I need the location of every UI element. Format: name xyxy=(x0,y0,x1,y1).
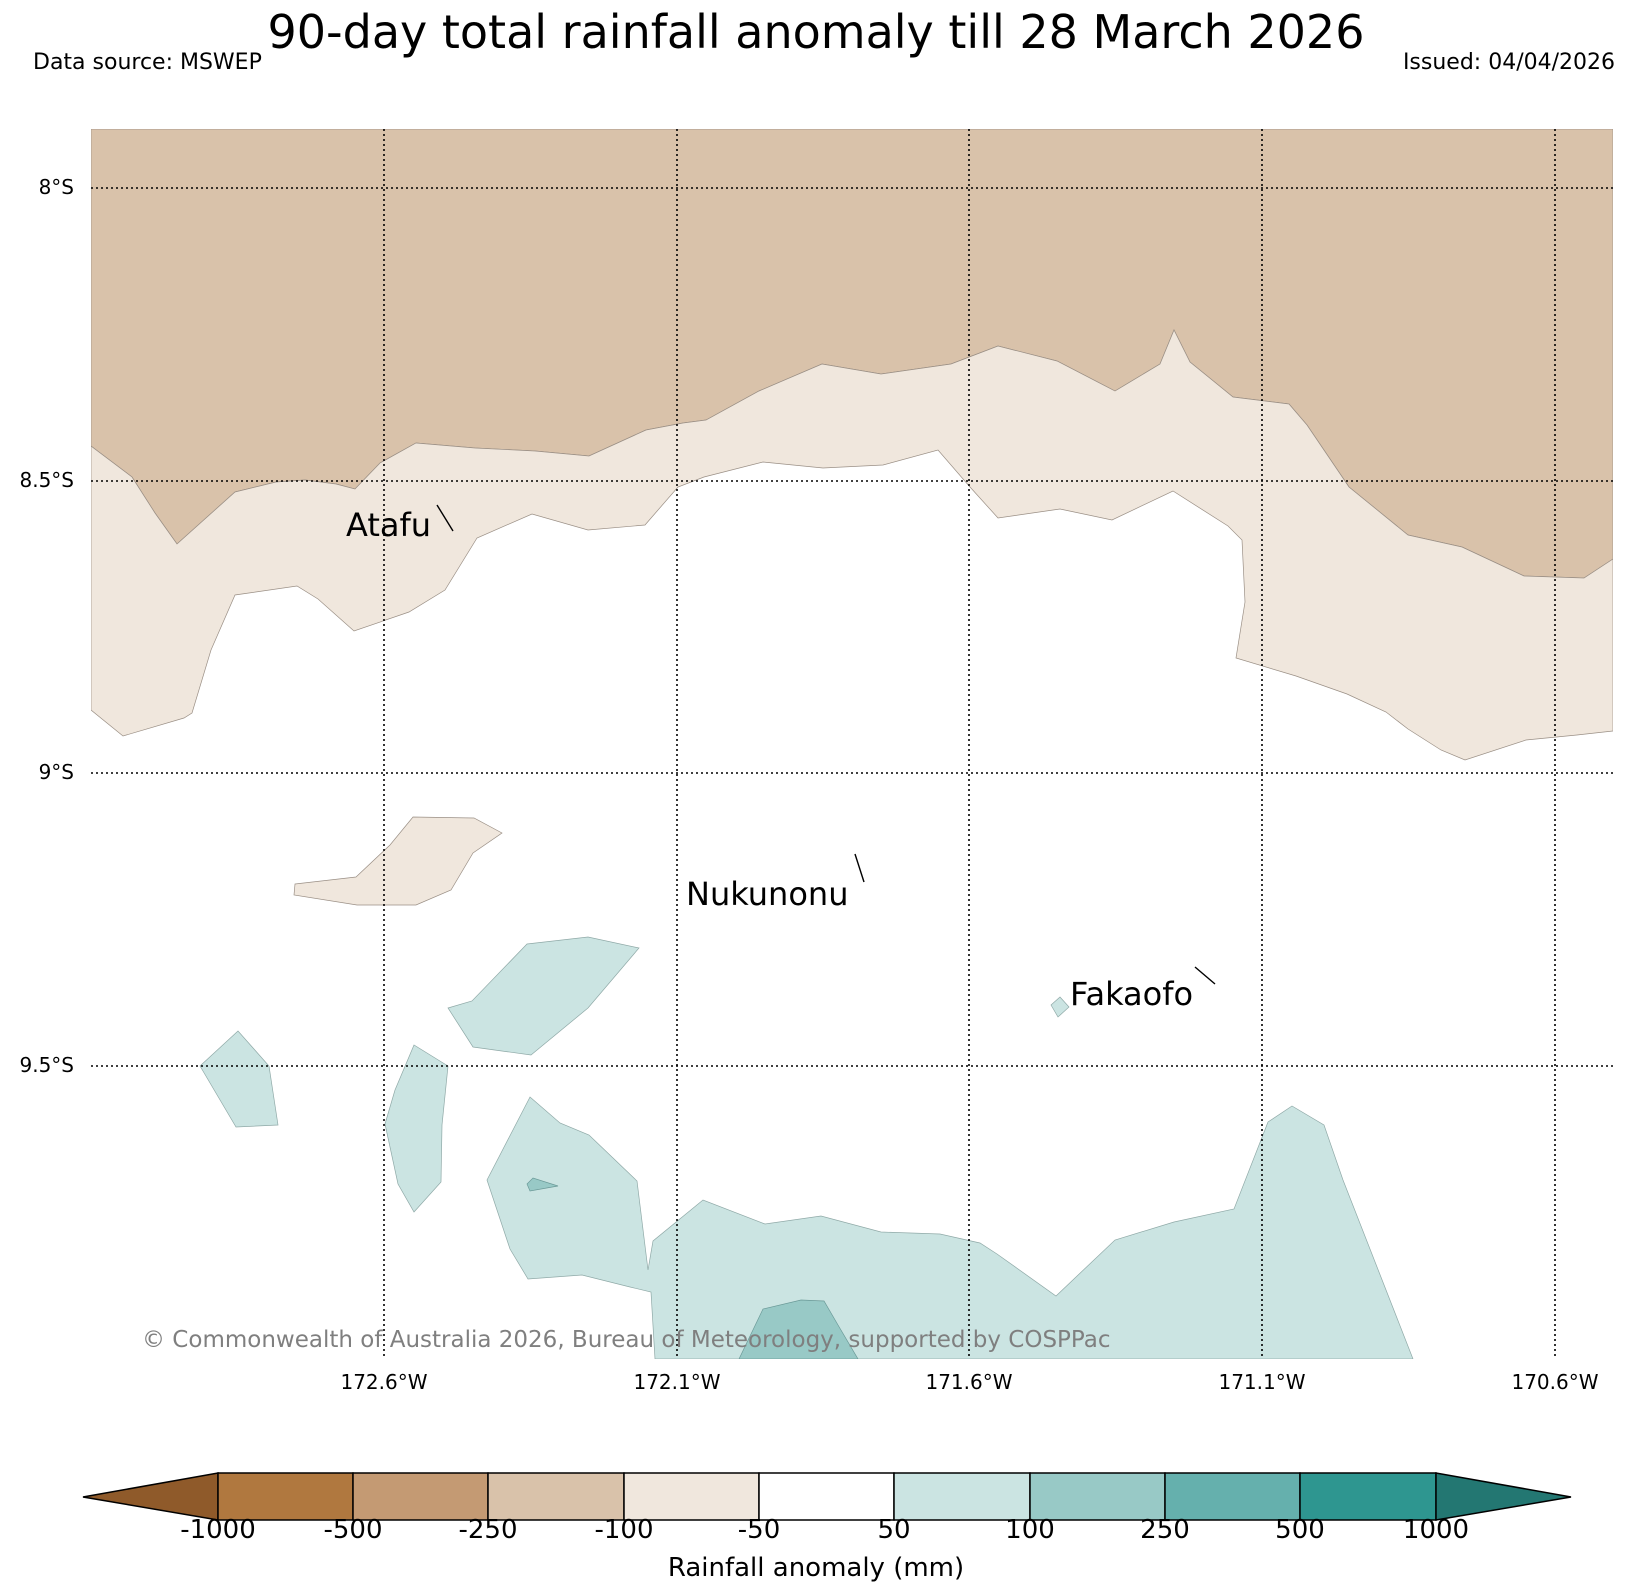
lon-label: 171.1°W xyxy=(1218,1370,1306,1394)
colorbar-tick-label: -1000 xyxy=(180,1515,256,1545)
colorbar-tick-label: -50 xyxy=(737,1515,781,1545)
colorbar-bin xyxy=(352,1472,489,1521)
colorbar-title: Rainfall anomaly (mm) xyxy=(667,1553,965,1583)
lat-label: 9°S xyxy=(38,760,74,784)
anomaly-blob-p100-p250 xyxy=(526,1177,559,1192)
colorbar-bin xyxy=(893,1472,1031,1521)
data-source: Data source: MSWEP xyxy=(33,50,262,75)
fakaofo-marker xyxy=(1194,966,1216,985)
atafu-marker xyxy=(436,504,454,532)
copyright-notice: © Commonwealth of Australia 2026, Bureau… xyxy=(142,1327,1111,1353)
anomaly-blob-p50-p100 xyxy=(447,936,640,1056)
lon-label: 171.6°W xyxy=(925,1370,1013,1394)
colorbar-tick-label: -500 xyxy=(323,1515,383,1545)
lat-label: 9.5°S xyxy=(19,1053,74,1077)
anomaly-blob-p50-p100 xyxy=(199,1030,279,1128)
colorbar-tick-label: -250 xyxy=(458,1515,518,1545)
place-markers xyxy=(436,504,1216,985)
colorbar-tick-label: 500 xyxy=(1275,1515,1325,1545)
place-label-nukunonu: Nukunonu xyxy=(686,875,848,913)
colorbar-bin xyxy=(758,1472,895,1521)
colorbar-bin xyxy=(1299,1472,1437,1521)
map-area xyxy=(91,129,1613,1359)
anomaly-blob-p50-p100 xyxy=(1050,996,1070,1018)
colorbar-bin xyxy=(623,1472,760,1521)
lat-label: 8°S xyxy=(38,175,74,199)
colorbar-tick-label: 100 xyxy=(1005,1515,1055,1545)
anomaly-blob-p50-p100 xyxy=(384,1044,449,1213)
colorbar-extend-high xyxy=(1435,1472,1572,1521)
anomaly-zone-p50-p100 xyxy=(486,1096,1414,1359)
colorbar-tick-label: 1000 xyxy=(1402,1515,1470,1545)
graticule xyxy=(91,129,1613,1359)
anomaly-zone-p100-p250 xyxy=(738,1299,859,1359)
colorbar-bin xyxy=(1164,1472,1301,1521)
anomaly-zone-m100-m50 xyxy=(91,329,1613,761)
lon-label: 172.1°W xyxy=(633,1370,721,1394)
colorbar-bin xyxy=(487,1472,625,1521)
colorbar-tick-label: -100 xyxy=(594,1515,654,1545)
place-label-fakaofo: Fakaofo xyxy=(1070,975,1193,1013)
lon-label: 170.6°W xyxy=(1511,1370,1599,1394)
lat-label: 8.5°S xyxy=(19,468,74,492)
colorbar-extend-low xyxy=(82,1472,219,1521)
colorbar-bin xyxy=(1029,1472,1166,1521)
colorbar-tick-label: 50 xyxy=(877,1515,911,1545)
colorbar-tick-label: 250 xyxy=(1140,1515,1190,1545)
issued-date: Issued: 04/04/2026 xyxy=(1402,50,1615,75)
colorbar xyxy=(82,1472,1572,1521)
lon-label: 172.6°W xyxy=(340,1370,428,1394)
nukunonu-marker xyxy=(854,853,865,883)
place-label-atafu: Atafu xyxy=(346,506,431,544)
colorbar-bin xyxy=(217,1472,354,1521)
map-title: 90-day total rainfall anomaly till 28 Ma… xyxy=(267,5,1365,59)
